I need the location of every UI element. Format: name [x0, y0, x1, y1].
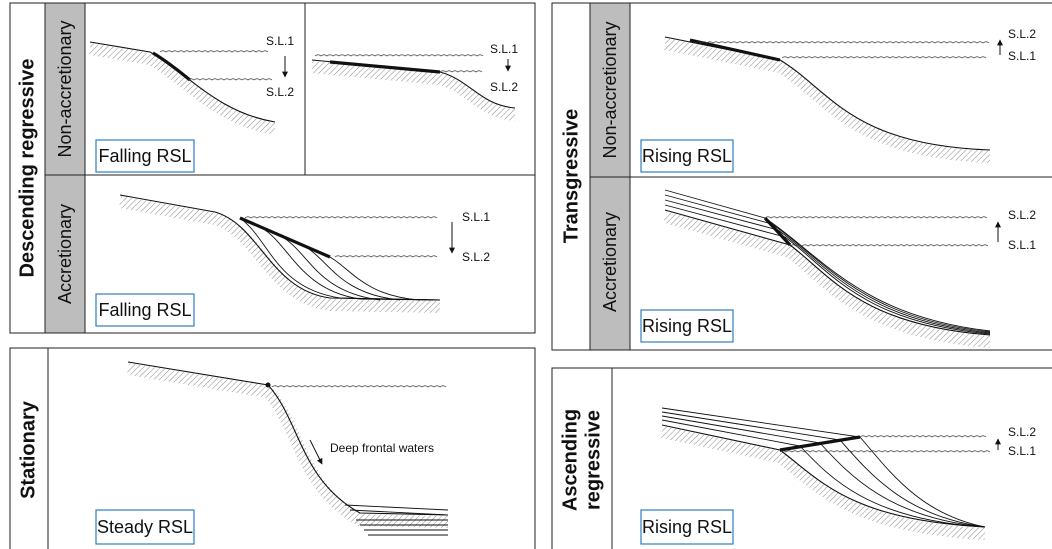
sketch-line [763, 216, 792, 247]
sea-level [781, 56, 987, 59]
sketch-line [329, 60, 441, 74]
row-label: Non-accretionary [55, 20, 75, 157]
sketch-line [239, 216, 331, 259]
sea-level-label: S.L.2 [266, 85, 294, 99]
rsl-badge [95, 293, 195, 327]
panel-frame [9, 347, 536, 549]
panel-frame [551, 2, 1052, 351]
annotation: Deep frontal waters [330, 441, 434, 455]
line [309, 439, 323, 465]
rsl-badge-label: Falling RSL [98, 300, 191, 320]
sea-level-label: S.L.2 [1008, 208, 1036, 222]
sketch-line [689, 38, 781, 62]
panel-frame [9, 2, 536, 334]
row-label: Accretionary [600, 212, 620, 312]
sketch-line [119, 194, 441, 301]
sketch-line [127, 363, 449, 528]
sea-level-label: S.L.1 [1008, 238, 1036, 252]
rsl-badge-label: Falling RSL [98, 146, 191, 166]
sketch-line [664, 189, 991, 332]
sea-level-label: S.L.1 [462, 210, 490, 224]
sketch-line [311, 59, 516, 109]
sea-level [187, 78, 273, 81]
rsl-badge-label: Steady RSL [97, 517, 193, 537]
sea-level [159, 50, 269, 53]
sea-level-label: S.L.1 [490, 42, 518, 56]
sea-level [244, 216, 438, 219]
rsl-badge-label: Rising RSL [642, 146, 732, 166]
sketch-line [89, 43, 277, 135]
sketch-line [663, 38, 991, 163]
sketch-line [661, 419, 986, 528]
sea-level-label: S.L.2 [462, 250, 490, 264]
panel-frame [551, 367, 1052, 549]
rsl-badge [640, 309, 734, 343]
rsl-badge [640, 509, 734, 545]
sketch-line [664, 204, 991, 335]
panel-title: Descending regressive [16, 59, 38, 278]
row-label: Non-accretionary [600, 21, 620, 158]
sketch-line [664, 199, 991, 334]
sea-level [859, 435, 987, 438]
sea-level [439, 70, 483, 73]
sea-level [271, 385, 447, 388]
sketch-line [664, 209, 991, 336]
sea-level [789, 244, 989, 247]
panel-title: regressive [582, 410, 604, 510]
panel-title: Ascending [559, 409, 581, 511]
panel-title: Stationary [17, 400, 39, 499]
sea-level-label: S.L.2 [1008, 27, 1036, 41]
sketch-line [661, 407, 986, 528]
row-label: Accretionary [55, 204, 75, 304]
sketch-line [660, 426, 986, 540]
rsl-badge [95, 139, 195, 173]
sketch-line [127, 361, 449, 516]
sketch-line [664, 194, 991, 333]
sea-level [779, 450, 991, 453]
sketch-line [283, 237, 381, 301]
sea-level-label: S.L.1 [1008, 444, 1036, 458]
sketch-line [661, 415, 986, 528]
sea-level-label: S.L.1 [1008, 49, 1036, 63]
sketch-line [239, 217, 441, 301]
sea-level [314, 54, 484, 57]
sea-level-label: S.L.2 [1008, 425, 1036, 439]
sketch-line [663, 211, 991, 348]
sketch-line [344, 504, 449, 536]
sketch-line [661, 424, 986, 528]
sketch-line [329, 256, 421, 301]
rsl-badge [95, 509, 195, 545]
panel-title: Transgressive [560, 109, 582, 244]
rsl-badge-label: Rising RSL [642, 316, 732, 336]
sketch-line [311, 61, 516, 121]
row-label-band [45, 3, 85, 333]
sketch-line [305, 246, 401, 301]
rsl-badge [640, 139, 734, 173]
rsl-badge-label: Rising RSL [642, 517, 732, 537]
sketch-line [779, 435, 861, 452]
sea-level [334, 255, 438, 258]
sketch-line [118, 196, 441, 313]
sea-level [764, 216, 988, 219]
sketch-line [661, 411, 986, 528]
shoreline-point [265, 382, 271, 388]
sea-level-label: S.L.2 [490, 80, 518, 94]
sketch-line [664, 36, 991, 151]
sketch-line [261, 227, 441, 301]
sea-level [694, 41, 990, 44]
sketch-line [152, 51, 191, 82]
sea-level-label: S.L.1 [266, 34, 294, 48]
